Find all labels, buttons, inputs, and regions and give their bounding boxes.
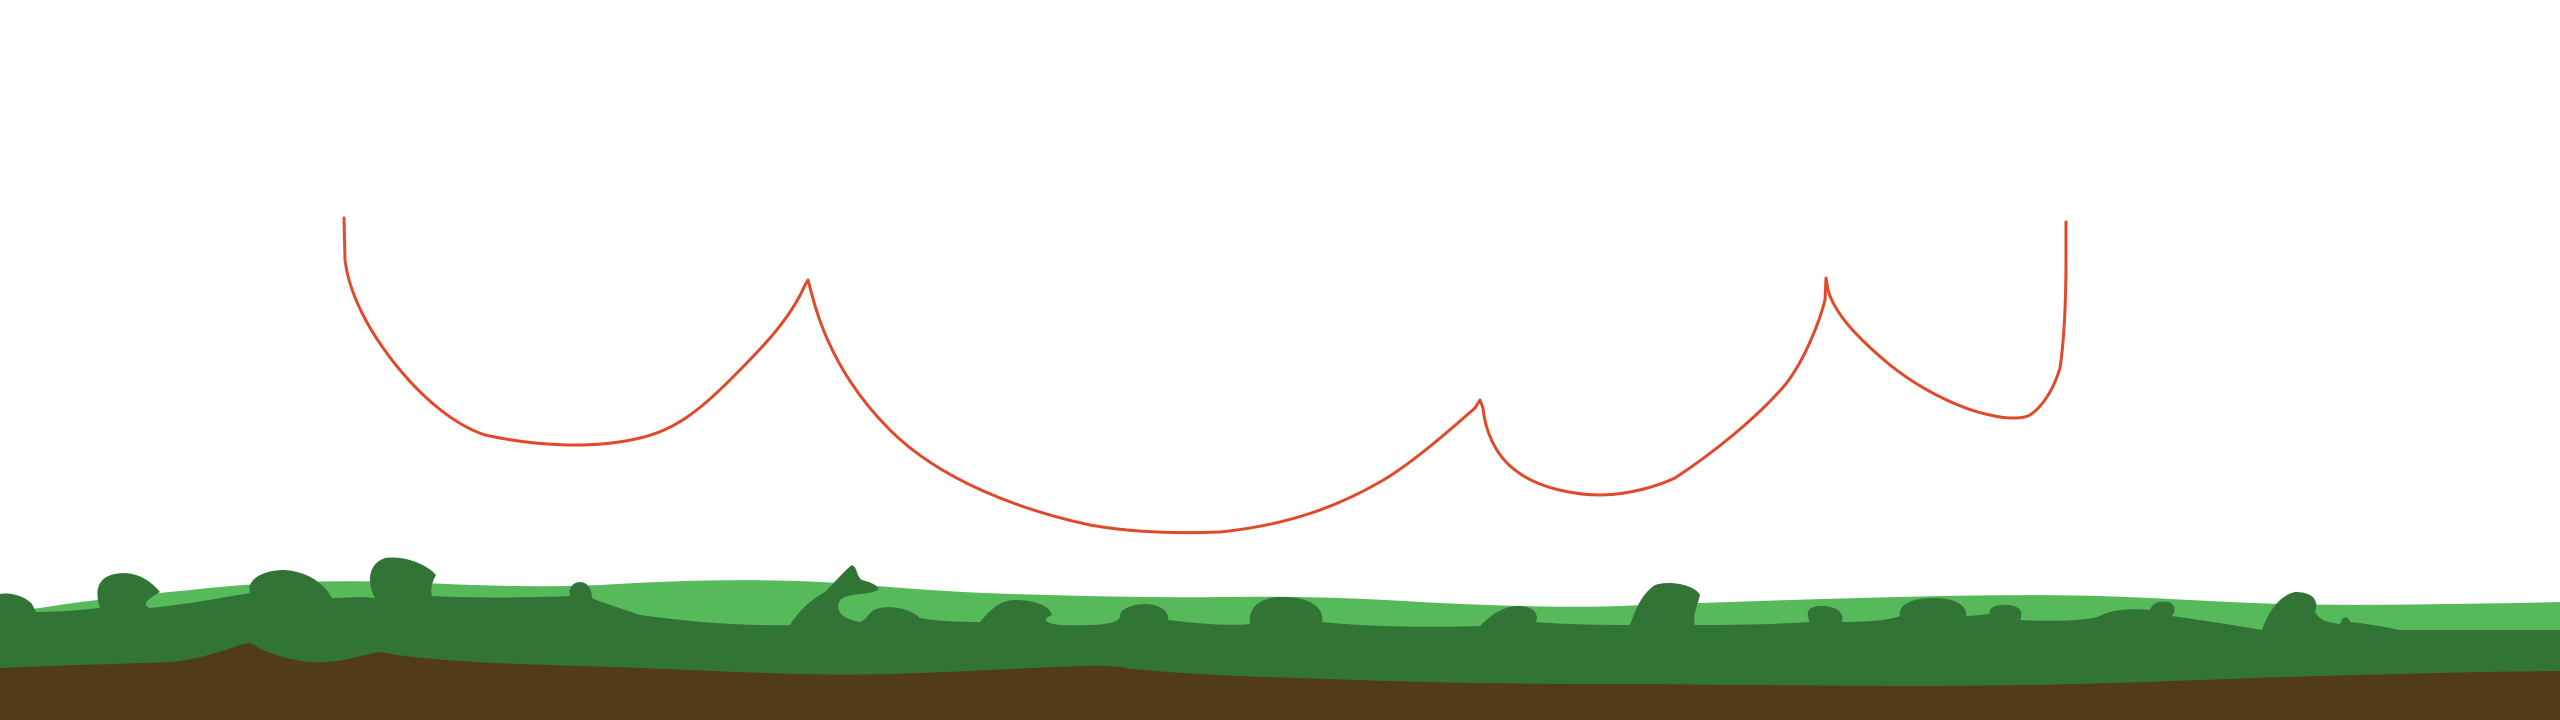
drawn-line[interactable]	[342, 216, 2068, 535]
dirt-layer	[0, 643, 2560, 720]
